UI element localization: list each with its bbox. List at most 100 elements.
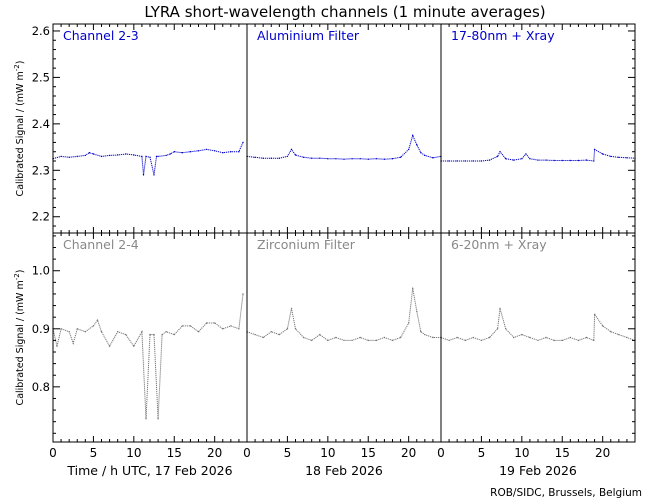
- panel-1-2: 6-20nm + Xray: [440, 232, 636, 443]
- data-point: [456, 336, 458, 339]
- data-point: [56, 345, 58, 347]
- data-point: [149, 156, 151, 158]
- data-point: [343, 339, 345, 342]
- y-tick-label: 2.4: [32, 117, 50, 131]
- series-line: [246, 288, 441, 341]
- data-point: [375, 339, 377, 342]
- y-tick-label: 1.0: [32, 264, 50, 278]
- data-point: [505, 328, 507, 330]
- data-point: [60, 155, 62, 158]
- data-point: [141, 155, 143, 158]
- y-tick-label: 2.3: [32, 163, 50, 177]
- data-point: [529, 158, 531, 160]
- data-point: [488, 159, 491, 161]
- data-point: [92, 325, 95, 327]
- data-point: [488, 336, 491, 339]
- data-point: [456, 160, 458, 162]
- data-point: [496, 155, 499, 158]
- data-point: [480, 160, 483, 162]
- x-tick-label: 10: [320, 446, 335, 460]
- data-point: [537, 339, 539, 342]
- data-point: [602, 153, 604, 155]
- data-point: [602, 325, 604, 327]
- data-point: [448, 160, 450, 162]
- data-point: [238, 151, 240, 153]
- data-point: [96, 319, 99, 321]
- data-point: [499, 151, 501, 153]
- data-point: [399, 336, 402, 339]
- data-point: [408, 148, 410, 151]
- data-point: [149, 333, 151, 336]
- data-point: [165, 331, 167, 333]
- data-point: [286, 155, 289, 158]
- y-tick-label: 2.5: [32, 70, 50, 84]
- data-point: [561, 159, 563, 162]
- data-point: [84, 331, 87, 333]
- data-point: [197, 331, 200, 333]
- data-point: [117, 154, 119, 156]
- x-tick-label: 20: [207, 446, 222, 460]
- panel-label: 17-80nm + Xray: [451, 28, 555, 43]
- data-point: [294, 328, 297, 330]
- data-point: [416, 310, 418, 313]
- x-tick-label: 15: [167, 446, 182, 460]
- data-point: [399, 156, 402, 158]
- data-point: [278, 157, 280, 159]
- chart-title: LYRA short-wavelength channels (1 minute…: [144, 3, 545, 21]
- data-point: [545, 336, 547, 339]
- x-tick-label: 5: [478, 446, 486, 460]
- data-point: [472, 336, 474, 339]
- data-point: [222, 152, 224, 154]
- data-point: [327, 339, 329, 342]
- data-point: [343, 158, 345, 160]
- data-point: [141, 331, 143, 333]
- data-point: [383, 336, 386, 339]
- data-point: [626, 336, 628, 339]
- data-point: [302, 336, 305, 339]
- data-point: [157, 155, 159, 158]
- data-point: [117, 331, 119, 333]
- panel-label: Channel 2-4: [63, 237, 139, 252]
- data-point: [230, 151, 232, 153]
- y-tick-label: 0.9: [32, 322, 50, 336]
- data-point: [197, 150, 200, 152]
- data-point: [262, 157, 264, 159]
- data-point: [359, 158, 361, 160]
- data-point: [173, 151, 175, 153]
- data-point: [60, 328, 62, 330]
- data-point: [153, 333, 155, 336]
- data-point: [181, 325, 183, 327]
- data-point: [525, 153, 527, 155]
- x-tick-label: 10: [514, 446, 529, 460]
- data-point: [521, 333, 523, 336]
- data-point: [181, 152, 183, 154]
- data-point: [173, 333, 175, 336]
- data-point: [319, 333, 321, 336]
- data-point: [499, 307, 501, 310]
- data-point: [125, 153, 127, 155]
- data-point: [412, 287, 414, 289]
- data-point: [254, 333, 256, 336]
- data-point: [593, 160, 595, 162]
- data-point: [100, 155, 103, 158]
- data-point: [133, 345, 135, 347]
- data-point: [585, 159, 588, 161]
- data-point: [529, 336, 531, 339]
- y-tick-label: 2.6: [32, 24, 50, 38]
- data-point: [286, 328, 289, 330]
- data-point: [157, 418, 159, 420]
- y-axis-label: Calibrated Signal / (mW m-2): [13, 61, 26, 197]
- data-point: [416, 144, 418, 146]
- data-point: [593, 313, 596, 315]
- data-point: [359, 336, 361, 339]
- data-point: [108, 345, 111, 347]
- data-point: [545, 159, 547, 161]
- data-point: [391, 158, 394, 160]
- x-tick-label: 0: [49, 446, 57, 460]
- data-point: [464, 160, 466, 162]
- series-line: [246, 134, 442, 160]
- data-point: [254, 156, 256, 158]
- data-point: [133, 154, 135, 156]
